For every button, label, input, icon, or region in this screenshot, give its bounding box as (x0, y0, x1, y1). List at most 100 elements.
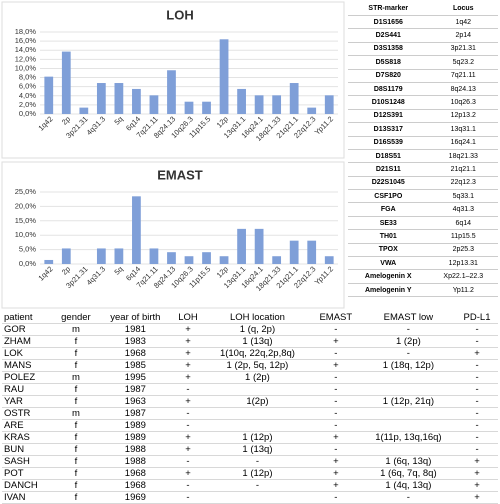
bar (96, 83, 106, 114)
table-row: D18S51 18q21.33 (348, 149, 498, 164)
table-cell: 1995 (98, 371, 173, 384)
table-cell: - (310, 371, 361, 384)
bar (219, 256, 229, 264)
table-cell: + (310, 431, 361, 444)
table-cell: D18S51 (348, 149, 429, 164)
bar (167, 70, 176, 114)
table-cell: D1S1656 (348, 15, 429, 30)
table-cell: - (360, 491, 457, 504)
header-cell: EMAST (310, 312, 361, 324)
table-cell: - (172, 479, 204, 492)
table-cell: D5S818 (348, 55, 429, 70)
table-cell: 6q14 (428, 216, 498, 231)
table-cell: D16S539 (348, 136, 429, 150)
table-row: D22S1045 22q12.3 (348, 176, 498, 191)
table-cell: SASH (2, 455, 54, 468)
table-cell: - (456, 407, 498, 420)
table-cell: + (310, 335, 361, 348)
table-cell: + (456, 479, 498, 492)
table-cell: D21S11 (348, 162, 429, 177)
table-cell: + (172, 443, 204, 456)
table-cell: m (53, 371, 99, 384)
table-cell: GOR (2, 323, 54, 336)
table-cell: - (456, 323, 498, 336)
table-cell: 1989 (98, 431, 173, 444)
table-row: D21S11 21q21.1 (348, 162, 498, 177)
table-cell: 1 (6q, 13q) (360, 455, 457, 468)
table-cell: - (310, 347, 361, 360)
table-cell: 12p13.2 (428, 109, 498, 124)
table-cell: - (456, 419, 498, 432)
x-tick-label: Yp11.2 (313, 264, 335, 286)
header-cell: LOH location (203, 312, 311, 324)
table-row: D7S820 7q21.11 (348, 69, 498, 83)
header-cell: Locus (428, 2, 498, 16)
table-cell (203, 491, 311, 504)
table-cell: 1 (12p) (203, 431, 311, 444)
table-cell: CSF1PO (348, 189, 429, 204)
table-cell: 1 (6q, 7q, 8q) (360, 467, 457, 480)
x-tick-label: Yp11.2 (313, 114, 335, 136)
table-row: SASH f 1988- - +1 (6q, 13q) + (2, 455, 498, 468)
table-row: D1S1656 1q42 (348, 15, 498, 30)
table-cell: - (456, 443, 498, 456)
table-row: CSF1PO 5q33.1 (348, 189, 498, 204)
table-cell: + (456, 467, 498, 480)
table-cell: f (53, 455, 99, 468)
bar (114, 83, 124, 114)
table-cell: + (172, 371, 204, 384)
table-cell: SE33 (348, 216, 429, 231)
table-cell: 2p25.3 (428, 243, 498, 258)
table-row: FGA 4q31.3 (348, 202, 498, 217)
table-cell: 1968 (98, 467, 173, 480)
x-tick-label: 5q (112, 114, 124, 126)
bar (61, 248, 71, 264)
table-cell: - (456, 383, 498, 396)
table-cell: 1 (13q) (203, 443, 311, 456)
bar (272, 256, 282, 264)
bar (272, 95, 282, 114)
table-cell: Xp22.1–22.3 (428, 269, 498, 284)
patient-table: patient gender year of birth LOH LOH locatio… (2, 312, 498, 504)
bar (167, 252, 176, 264)
table-row: POLEZ m 1995 +1 (2p) - - (2, 371, 498, 384)
table-row: RAU f 1987- - - (2, 383, 498, 396)
table-cell: 1968 (98, 479, 173, 492)
table-cell: Amelogenin Y (348, 283, 429, 298)
bar (44, 259, 54, 264)
table-cell: Yp11.2 (428, 283, 498, 298)
table-cell: 11p15.5 (428, 229, 498, 244)
y-tick-label: 10,0% (15, 63, 37, 72)
table-cell: + (456, 455, 498, 468)
x-tick-label: 4q31.3 (85, 264, 108, 287)
table-cell: 1969 (98, 491, 173, 504)
bar (79, 107, 89, 114)
table-cell (360, 383, 457, 396)
table-cell: 1 (4q, 13q) (360, 479, 457, 492)
table-cell: D13S317 (348, 122, 429, 137)
table-cell: TH01 (348, 229, 429, 244)
x-tick-label: 4q31.3 (85, 114, 108, 137)
table-cell: + (310, 467, 361, 480)
table-cell: D22S1045 (348, 176, 429, 191)
table-cell: - (203, 479, 311, 492)
table-row: DANCH f 1968- - +1 (4q, 13q) + (2, 479, 498, 492)
table-cell: ARE (2, 419, 54, 432)
table-cell (360, 371, 457, 384)
y-tick-label: 0,0% (19, 259, 36, 268)
table-cell: + (172, 323, 204, 336)
table-cell: 1 (2p, 5q, 12p) (203, 359, 311, 372)
chart-frame (1, 161, 345, 309)
bar (289, 83, 299, 114)
table-cell: POLEZ (2, 371, 54, 384)
table-cell: + (172, 467, 204, 480)
table-cell: D8S1179 (348, 82, 429, 97)
table-cell (203, 419, 311, 432)
table-cell: 1988 (98, 455, 173, 468)
table-cell: - (310, 383, 361, 396)
table-cell: 1 (q, 2p) (203, 323, 311, 336)
bar (202, 252, 211, 264)
bar (307, 240, 317, 264)
table-cell: Amelogenin X (348, 269, 429, 284)
table-row: D16S539 16q24.1 (348, 136, 498, 150)
